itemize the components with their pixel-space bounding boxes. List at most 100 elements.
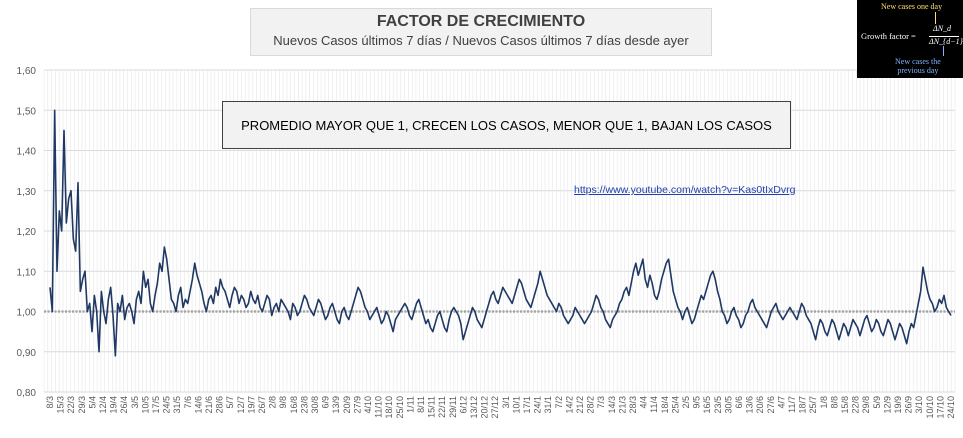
x-tick-label: 22/3 <box>66 396 76 414</box>
x-tick-label: 28/6 <box>215 396 225 414</box>
x-tick-label: 18/7 <box>798 396 808 414</box>
x-tick-label: 28/3 <box>628 396 638 414</box>
x-tick-label: 31/5 <box>172 396 182 414</box>
formula-arrow-top <box>935 12 936 24</box>
x-tick-label: 27/12 <box>490 396 500 419</box>
x-tick-label: 5/4 <box>87 396 97 409</box>
x-tick-label: 29/11 <box>448 396 458 418</box>
x-tick-label: 30/8 <box>310 396 320 414</box>
x-tick-label: 12/4 <box>98 396 108 414</box>
x-tick-label: 11/10 <box>374 396 384 418</box>
x-tick-label: 1/11 <box>405 396 415 413</box>
formula-growth-label: Growth factor = <box>861 31 916 41</box>
x-tick-label: 31/1 <box>543 396 553 414</box>
x-tick-label: 10/5 <box>140 396 150 414</box>
x-tick-label: 16/8 <box>289 396 299 414</box>
note-text: PROMEDIO MAYOR QUE 1, CRECEN LOS CASOS, … <box>241 117 772 133</box>
x-tick-label: 11/7 <box>787 396 797 413</box>
x-tick-label: 10/10 <box>925 396 935 419</box>
x-axis: 8/3 15/3 22/3 29/3 5/4 12/4 19/4 26/4 3/5 10/5 17/… <box>45 396 956 419</box>
x-tick-label: 19/4 <box>109 396 119 414</box>
x-tick-label: 17/10 <box>935 396 945 419</box>
x-tick-label: 23/8 <box>299 396 309 414</box>
x-tick-label: 22/11 <box>437 396 447 418</box>
x-tick-label: 8/11 <box>416 396 426 413</box>
x-tick-label: 24/10 <box>946 396 956 419</box>
y-tick-label: 1,20 <box>17 227 37 238</box>
x-tick-label: 21/6 <box>204 396 214 414</box>
x-tick-label: 29/8 <box>861 396 871 414</box>
x-tick-label: 17/1 <box>522 396 532 414</box>
x-tick-label: 27/9 <box>352 396 362 414</box>
x-tick-label: 20/6 <box>755 396 765 414</box>
x-tick-label: 23/5 <box>713 396 723 414</box>
x-tick-label: 8/3 <box>45 396 55 409</box>
x-tick-label: 20/9 <box>342 396 352 414</box>
x-tick-label: 18/10 <box>384 396 394 419</box>
x-tick-label: 4/10 <box>363 396 373 414</box>
x-tick-label: 16/5 <box>702 396 712 414</box>
x-tick-label: 13/9 <box>331 396 341 414</box>
x-tick-label: 5/7 <box>225 396 235 409</box>
formula-arrow-bottom <box>943 46 944 56</box>
x-tick-label: 19/9 <box>893 396 903 414</box>
formula-numerator: ΔN_d <box>933 24 952 33</box>
x-tick-label: 25/10 <box>395 396 405 419</box>
x-tick-label: 22/8 <box>851 396 861 414</box>
formula-bottom-label-1: New cases the <box>895 57 941 66</box>
x-tick-label: 26/7 <box>257 396 267 414</box>
chart-subtitle: Nuevos Casos últimos 7 días / Nuevos Cas… <box>273 33 689 48</box>
x-tick-label: 14/3 <box>607 396 617 414</box>
title-box: FACTOR DE CRECIMIENTO Nuevos Casos últim… <box>250 8 712 56</box>
x-tick-label: 26/9 <box>904 396 914 414</box>
chart-title: FACTOR DE CRECIMIENTO <box>376 13 586 30</box>
x-tick-label: 21/2 <box>575 396 585 414</box>
x-tick-label: 28/2 <box>586 396 596 414</box>
x-tick-label: 14/2 <box>564 396 574 414</box>
x-tick-label: 21/3 <box>617 396 627 414</box>
x-tick-label: 6/6 <box>734 396 744 409</box>
x-tick-label: 24/1 <box>533 396 543 414</box>
y-axis: 0,80 0,90 1,00 1,10 1,20 1,30 1,40 1,50 1,60 <box>17 66 37 399</box>
formula-denominator: ΔN_{d−1} <box>929 37 963 46</box>
y-tick-label: 1,40 <box>17 147 37 158</box>
x-tick-label: 4/7 <box>776 396 786 409</box>
youtube-link[interactable]: https://www.youtube.com/watch?v=Kas0tIxD… <box>574 184 796 196</box>
x-tick-label: 3/10 <box>914 396 924 414</box>
formula-fraction-bar <box>929 36 959 37</box>
x-tick-label: 15/11 <box>427 396 437 418</box>
y-tick-label: 1,00 <box>17 308 37 319</box>
x-tick-label: 5/9 <box>872 396 882 409</box>
x-tick-label: 7/3 <box>596 396 606 409</box>
x-tick-label: 20/12 <box>480 396 490 419</box>
x-tick-label: 14/6 <box>193 396 203 414</box>
y-tick-label: 0,80 <box>17 388 37 399</box>
x-tick-label: 12/9 <box>882 396 892 414</box>
series-line <box>49 109 952 357</box>
x-tick-label: 17/5 <box>151 396 161 414</box>
x-tick-label: 15/8 <box>840 396 850 414</box>
y-tick-label: 0,90 <box>17 348 37 359</box>
x-tick-label: 6/9 <box>321 396 331 409</box>
x-tick-label: 2/8 <box>268 396 278 409</box>
x-tick-label: 13/12 <box>469 396 479 419</box>
note-box: PROMEDIO MAYOR QUE 1, CRECEN LOS CASOS, … <box>222 101 791 149</box>
x-tick-label: 8/8 <box>829 396 839 409</box>
x-tick-label: 11/4 <box>649 396 659 413</box>
x-tick-label: 13/6 <box>745 396 755 414</box>
x-tick-label: 29/3 <box>77 396 87 414</box>
x-tick-label: 9/5 <box>692 396 702 409</box>
y-tick-label: 1,60 <box>17 66 37 77</box>
growth-factor-formula-image: New cases one day Growth factor = ΔN_d Δ… <box>857 0 963 78</box>
y-tick-label: 1,10 <box>17 267 37 278</box>
x-tick-label: 25/7 <box>808 396 818 414</box>
formula-bottom-label-2: previous day <box>897 66 939 75</box>
x-tick-label: 7/2 <box>554 396 564 409</box>
x-tick-label: 3/1 <box>501 396 511 409</box>
x-tick-label: 26/4 <box>119 396 129 414</box>
y-tick-label: 1,30 <box>17 187 37 198</box>
x-tick-label: 12/7 <box>236 396 246 414</box>
x-tick-label: 9/8 <box>278 396 288 409</box>
x-tick-label: 7/6 <box>183 396 193 409</box>
